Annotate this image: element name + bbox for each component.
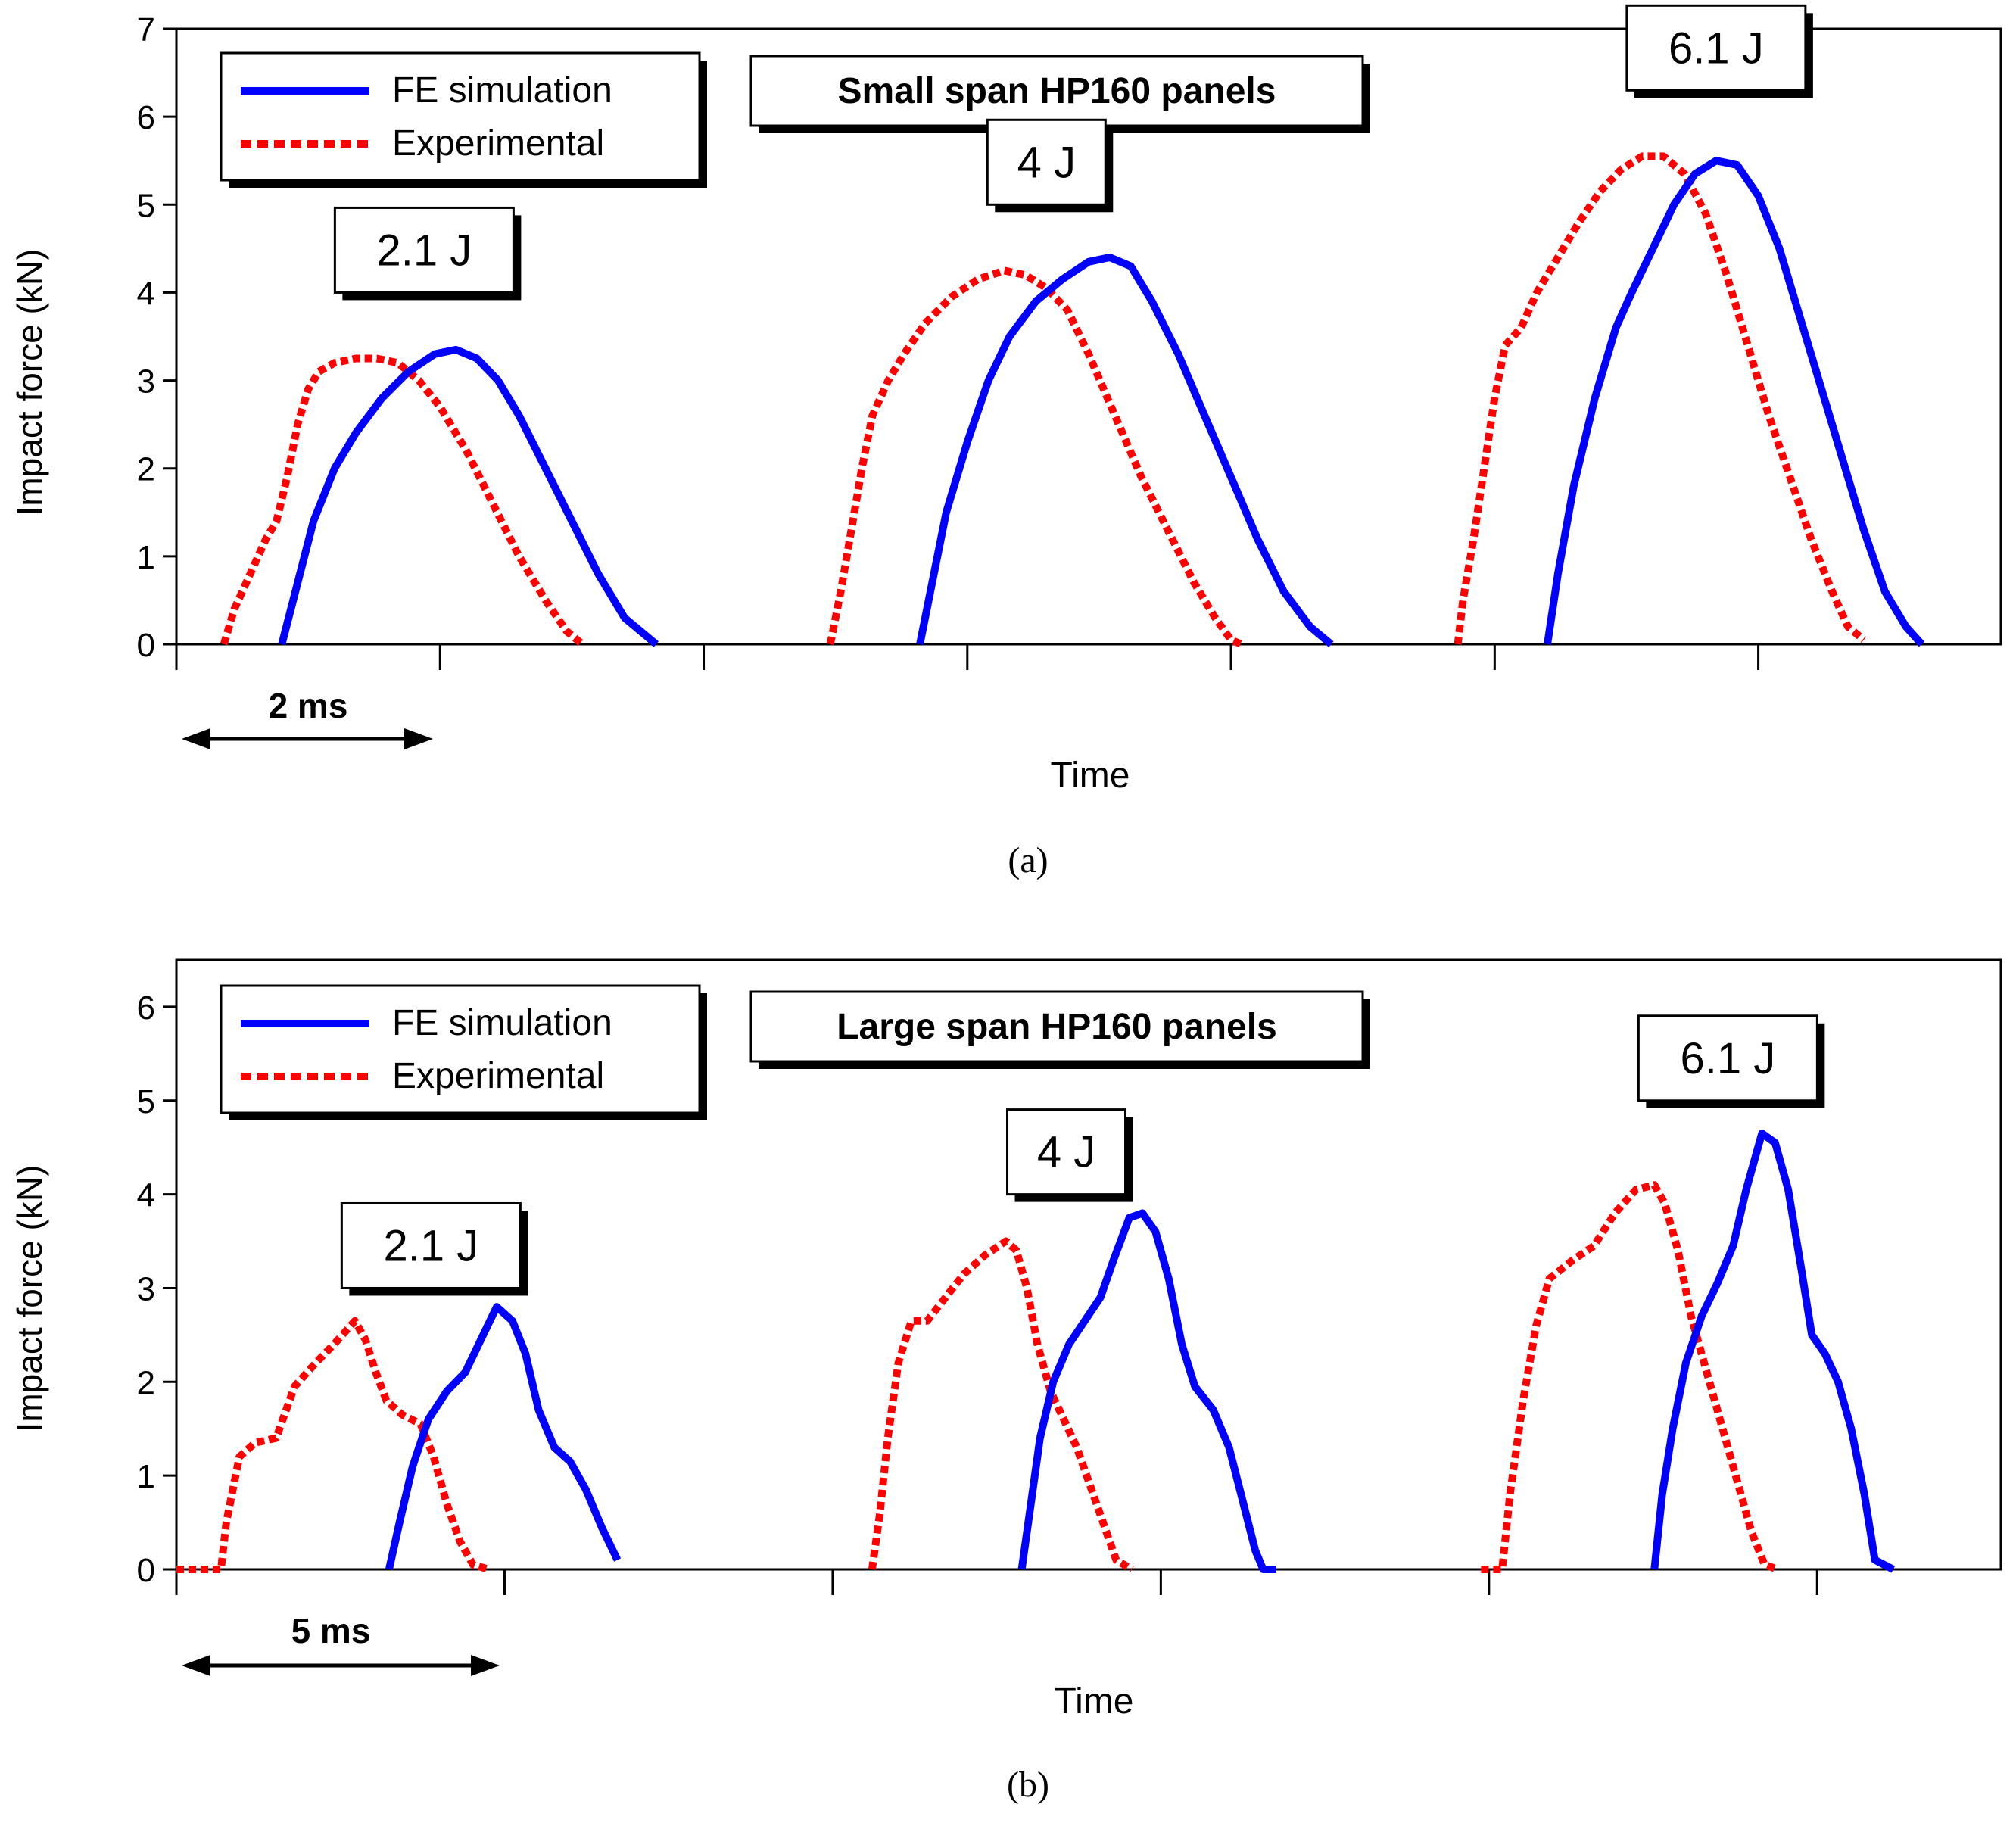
energy-labels-a: 2.1 J 4 J 6.1 J — [333, 4, 1813, 301]
x-axis-label-b: Time — [1055, 1681, 1134, 1722]
energy-label-b-3: 6.1 J — [1637, 1014, 1825, 1108]
energy-label-text: 4 J — [1017, 138, 1076, 187]
y-tick-label-a-6: 6 — [137, 99, 155, 136]
fe-simulation-curve-b-1 — [385, 1303, 622, 1571]
y-tick-label-a-1: 1 — [137, 539, 155, 576]
experimental-curve-b-2 — [868, 1237, 1134, 1573]
title-frame-b — [749, 990, 1364, 1063]
energy-label-box — [986, 118, 1107, 206]
scale-bar-right-arrow-b — [471, 1655, 500, 1676]
experimental-curve-b-3 — [1481, 1181, 1779, 1573]
fe-simulation-curve-a-2 — [916, 254, 1334, 647]
x-axis-label-a: Time — [1051, 756, 1130, 796]
energy-label-text: 2.1 J — [383, 1221, 478, 1270]
experimental-curve-a-2 — [826, 266, 1243, 648]
scale-bar-right-arrow-a — [404, 728, 433, 749]
energy-label-b-1: 2.1 J — [340, 1201, 528, 1296]
experimental-curve-a-1 — [220, 354, 585, 647]
y-ticks-a: 0 1 2 3 4 5 6 7 — [137, 11, 176, 664]
plot-frame-a — [175, 27, 2002, 646]
scale-bar-label-b: 5 ms — [291, 1611, 371, 1650]
caption-a: (a) — [1008, 840, 1048, 880]
fe-simulation-curve-a-3 — [1544, 157, 1925, 647]
y-tick-label-a-0: 0 — [137, 627, 155, 664]
y-tick-label-a-7: 7 — [137, 11, 155, 48]
legend-b: FE simulation Experimental — [220, 984, 707, 1120]
chart-title-a: Small span HP160 panels — [838, 71, 1276, 111]
fe-simulation-curve-a-1 — [278, 345, 659, 647]
title-frame-a — [749, 55, 1364, 127]
legend-exp-label-b: Experimental — [392, 1056, 604, 1096]
energy-label-text: 2.1 J — [376, 226, 472, 275]
y-tick-label-b-0: 0 — [137, 1552, 155, 1589]
scale-bar-label-a: 2 ms — [269, 686, 348, 725]
legend-box-b — [220, 984, 701, 1114]
energy-label-a-2: 4 J — [986, 118, 1114, 213]
scale-bar-a: 2 ms — [182, 686, 433, 749]
y-tick-label-b-5: 5 — [137, 1083, 155, 1120]
y-tick-label-b-4: 4 — [137, 1177, 155, 1214]
y-axis-label-b: Impact force (kN) — [10, 1165, 49, 1432]
energy-label-text: 6.1 J — [1680, 1034, 1775, 1083]
panel-a: 0 1 2 3 4 5 6 7 Impact force (kN) Time (a) 2 ms… — [10, 4, 2002, 880]
y-tick-label-b-6: 6 — [137, 989, 155, 1027]
scale-bar-left-arrow-a — [182, 728, 210, 749]
energy-label-a-3: 6.1 J — [1625, 4, 1813, 98]
energy-labels-b: 2.1 J 4 J 6.1 J — [340, 1014, 1825, 1296]
y-tick-label-a-5: 5 — [137, 187, 155, 224]
energy-label-box — [1625, 4, 1807, 92]
y-tick-label-a-4: 4 — [137, 275, 155, 312]
legend-exp-label-a: Experimental — [392, 123, 604, 164]
y-tick-label-b-3: 3 — [137, 1270, 155, 1307]
scale-bar-left-arrow-b — [182, 1655, 210, 1676]
energy-label-b-2: 4 J — [1006, 1108, 1133, 1202]
energy-label-box — [1637, 1014, 1818, 1102]
fe-simulation-curve-b-2 — [1017, 1209, 1276, 1573]
chart-title-b: Large span HP160 panels — [837, 1007, 1277, 1047]
legend-fe-label-a: FE simulation — [392, 70, 612, 111]
energy-label-text: 4 J — [1037, 1128, 1095, 1177]
caption-b: (b) — [1007, 1765, 1049, 1805]
energy-label-box — [333, 206, 515, 294]
legend-box-a — [220, 51, 701, 182]
y-ticks-b: 0 1 2 3 4 5 6 — [137, 989, 176, 1589]
curves-b — [176, 1130, 1896, 1573]
y-tick-label-b-2: 2 — [137, 1364, 155, 1401]
energy-label-a-1: 2.1 J — [333, 206, 522, 301]
plot-frame-b — [175, 958, 2002, 1571]
title-box-b: Large span HP160 panels — [749, 990, 1370, 1069]
energy-label-box — [340, 1201, 522, 1289]
experimental-curve-b-1 — [176, 1317, 491, 1573]
y-axis-label-a: Impact force (kN) — [10, 249, 49, 516]
title-box-a: Small span HP160 panels — [749, 55, 1370, 133]
fe-simulation-curve-b-3 — [1650, 1130, 1896, 1573]
legend-fe-label-b: FE simulation — [392, 1003, 612, 1043]
curves-a — [220, 152, 1925, 648]
y-tick-label-a-2: 2 — [137, 451, 155, 488]
experimental-curve-a-3 — [1454, 152, 1867, 645]
x-ticks-b — [175, 1569, 1818, 1595]
scale-bar-b: 5 ms — [182, 1611, 500, 1676]
x-ticks-a — [175, 644, 1760, 670]
legend-a: FE simulation Experimental — [220, 51, 707, 188]
energy-label-box — [1006, 1108, 1127, 1196]
energy-label-text: 6.1 J — [1669, 23, 1764, 73]
y-tick-label-b-1: 1 — [137, 1458, 155, 1495]
y-tick-label-a-3: 3 — [137, 363, 155, 400]
